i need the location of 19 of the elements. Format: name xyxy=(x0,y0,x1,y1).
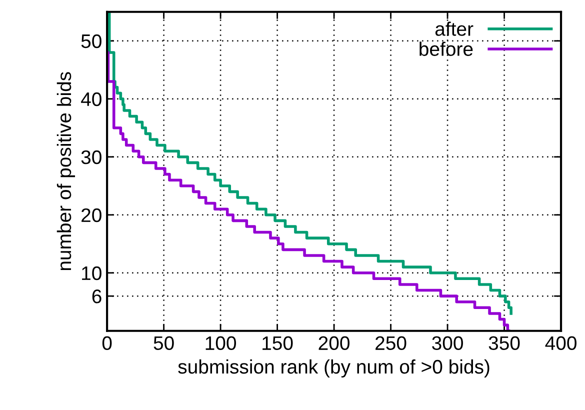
y-tick-label: 40 xyxy=(81,92,102,106)
x-tick-label: 50 xyxy=(154,336,174,350)
x-tick-label: 100 xyxy=(206,336,236,350)
x-tick-label: 300 xyxy=(432,336,463,350)
x-tick-label: 350 xyxy=(488,336,520,350)
x-tick-label: 150 xyxy=(262,336,293,350)
x-tick-label: 0 xyxy=(102,336,112,350)
y-tick-label: 50 xyxy=(81,34,102,48)
y-tick-label: 20 xyxy=(82,208,102,222)
x-axis-title: submission rank (by num of >0 bids) xyxy=(178,359,490,378)
x-tick-label: 250 xyxy=(376,336,406,350)
legend-label: after xyxy=(435,22,474,36)
legend-label: before xyxy=(420,42,473,56)
y-tick-label: 6 xyxy=(92,290,102,304)
x-tick-label: 200 xyxy=(318,336,350,350)
y-axis-title: number of positive bids xyxy=(56,72,76,270)
y-tick-label: 10 xyxy=(82,266,102,280)
x-tick-label: 400 xyxy=(545,336,576,350)
y-tick-label: 30 xyxy=(81,150,102,164)
